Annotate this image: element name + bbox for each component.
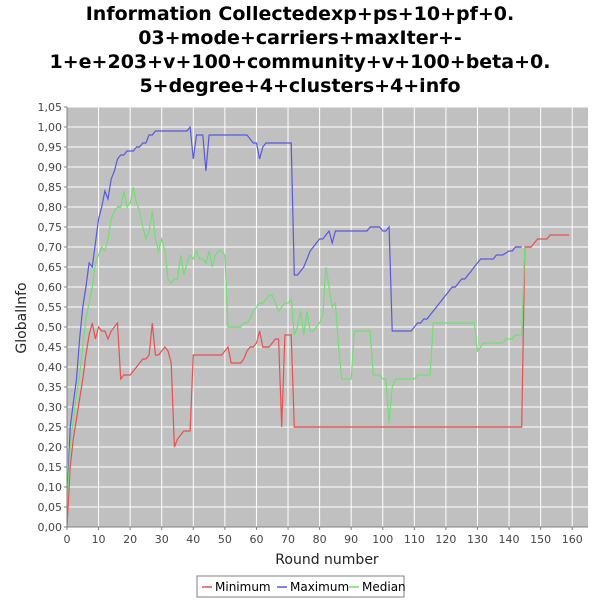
plot-area <box>67 107 588 527</box>
y-tick-label: 0,75 <box>38 221 63 234</box>
y-tick-label: 0,60 <box>38 281 63 294</box>
chart-title: Information Collectedexp+ps+10+pf+0. 03+… <box>0 2 600 98</box>
x-tick-label: 100 <box>372 533 393 546</box>
series-line-minimum <box>66 234 570 528</box>
y-tick-label: 0,40 <box>38 361 63 374</box>
series-line-median <box>66 186 526 508</box>
y-tick-label: 0,95 <box>38 141 63 154</box>
chart-title-line: 03+mode+carriers+maxIter+- <box>138 27 462 49</box>
y-tick-label: 0,50 <box>38 321 63 334</box>
y-tick-label: 0,70 <box>38 241 63 254</box>
series-line-maximum <box>66 125 522 508</box>
y-tick-label: 0,45 <box>38 341 63 354</box>
y-tick-label: 1,05 <box>38 101 63 114</box>
y-axis-label: GlobalInfo <box>14 282 30 353</box>
x-tick-label: 130 <box>467 533 488 546</box>
x-tick-label: 40 <box>186 533 200 546</box>
legend-label-maximum: Maximum <box>290 580 349 594</box>
x-tick-label: 160 <box>562 533 583 546</box>
y-tick-label: 1,00 <box>38 121 63 134</box>
x-tick-label: 50 <box>218 533 232 546</box>
y-tick-label: 0,35 <box>38 381 63 394</box>
y-tick-label: 0,80 <box>38 201 63 214</box>
y-tick-label: 0,90 <box>38 161 63 174</box>
x-tick-label: 30 <box>155 533 169 546</box>
chart-title-line: Information Collectedexp+ps+10+pf+0. <box>85 3 515 25</box>
x-tick-label: 90 <box>344 533 358 546</box>
x-tick-label: 110 <box>404 533 425 546</box>
chart-title-line: 5+degree+4+clusters+4+info <box>139 75 461 97</box>
y-tick-label: 0,55 <box>38 301 63 314</box>
x-tick-label: 20 <box>123 533 137 546</box>
legend-label-minimum: Minimum <box>215 580 271 594</box>
x-tick-label: 120 <box>435 533 456 546</box>
legend-label-median: Median <box>362 580 406 594</box>
y-tick-label: 0,85 <box>38 181 63 194</box>
x-axis-label: Round number <box>275 552 379 568</box>
chart-title-line: 1+e+203+v+100+community+v+100+beta+0. <box>49 51 551 73</box>
y-tick-label: 0,30 <box>38 401 63 414</box>
y-tick-label: 0,65 <box>38 261 63 274</box>
x-tick-label: 140 <box>499 533 520 546</box>
x-tick-label: 60 <box>249 533 263 546</box>
legend-box <box>196 575 405 598</box>
x-tick-label: 0 <box>64 533 71 546</box>
x-tick-label: 10 <box>92 533 106 546</box>
x-tick-label: 80 <box>313 533 327 546</box>
x-tick-label: 70 <box>281 533 295 546</box>
y-tick-label: 0,00 <box>38 521 63 534</box>
y-tick-label: 0,10 <box>38 481 63 494</box>
x-tick-label: 150 <box>530 533 551 546</box>
y-tick-label: 0,20 <box>38 441 63 454</box>
y-tick-label: 0,25 <box>38 421 63 434</box>
y-tick-label: 0,05 <box>38 501 63 514</box>
y-tick-label: 0,15 <box>38 461 63 474</box>
